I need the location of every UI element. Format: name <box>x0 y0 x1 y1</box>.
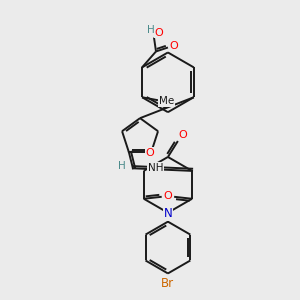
Text: H: H <box>118 161 126 171</box>
Text: H: H <box>147 25 155 34</box>
Text: O: O <box>178 130 187 140</box>
Text: O: O <box>169 41 178 52</box>
Text: O: O <box>163 191 172 201</box>
Text: N: N <box>164 207 172 220</box>
Text: O: O <box>146 148 154 158</box>
Text: O: O <box>154 28 164 38</box>
Text: Br: Br <box>161 277 175 290</box>
Text: O: O <box>164 191 172 201</box>
Text: NH: NH <box>148 163 164 173</box>
Text: Me: Me <box>159 96 175 106</box>
